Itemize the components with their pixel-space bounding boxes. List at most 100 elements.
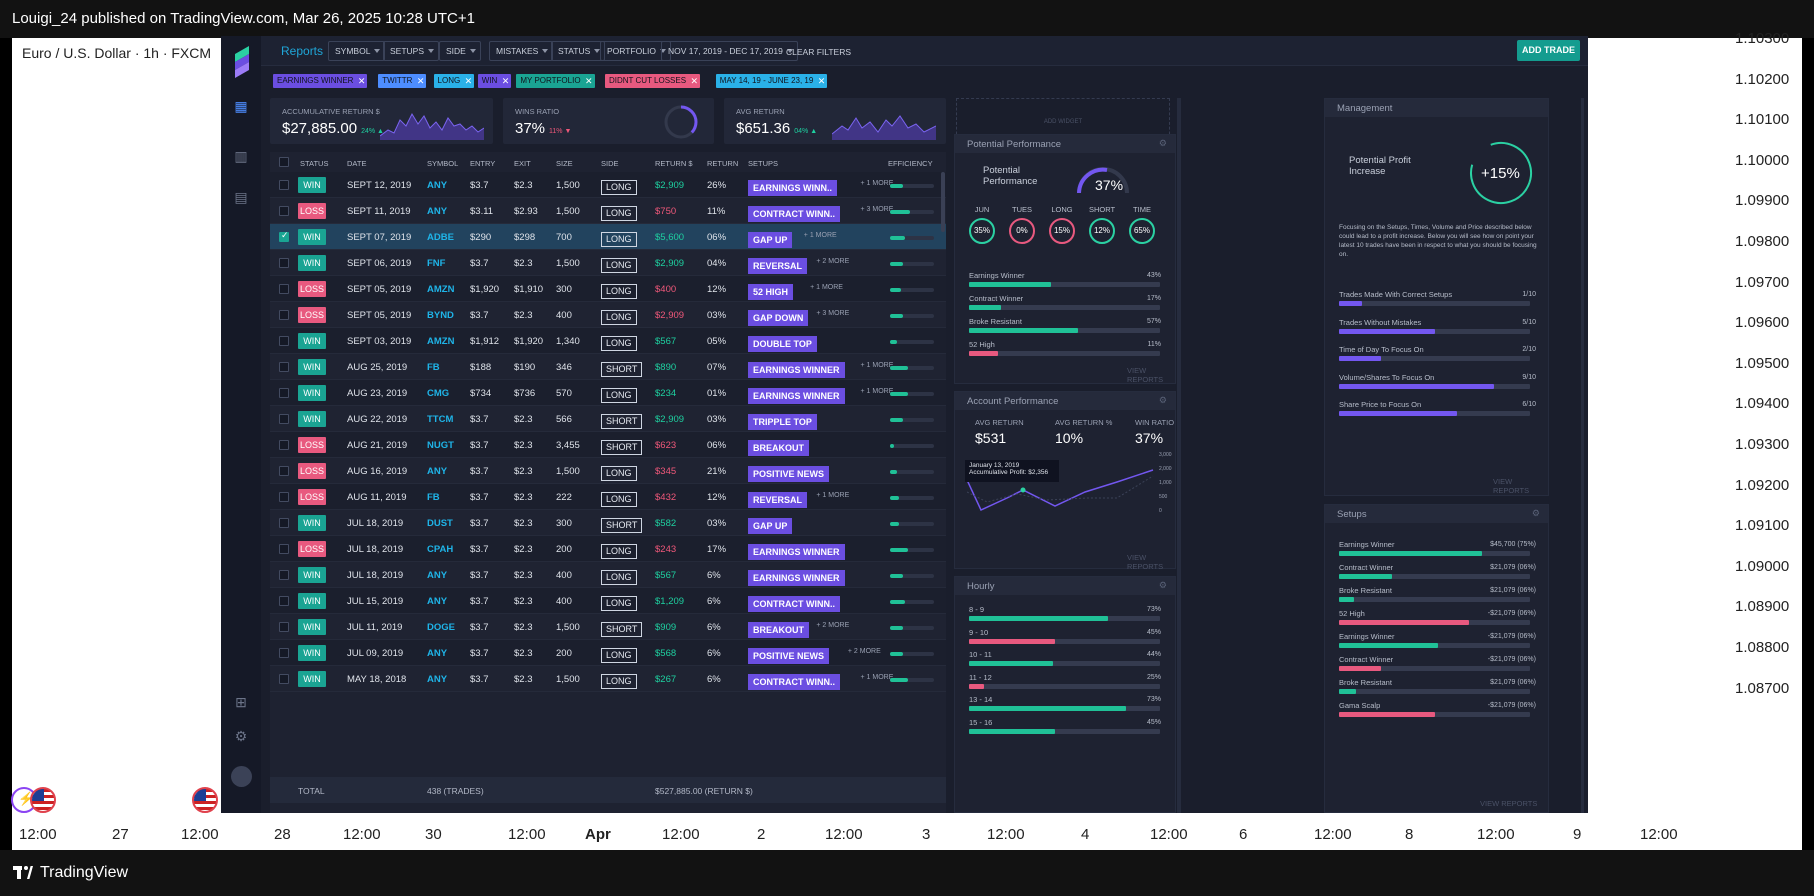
table-row[interactable]: WIN MAY 18, 2018 ANY $3.7 $2.3 1,500 $267 6% LON… [270, 666, 946, 692]
cell-symbol[interactable]: AMZN [427, 284, 455, 295]
settings-gear-icon[interactable]: ⚙ [234, 728, 248, 744]
table-row[interactable]: WIN SEPT 07, 2019 ADBE $290 $298 700 $5,600 06%… [270, 224, 946, 250]
row-checkbox[interactable] [279, 180, 289, 190]
cell-symbol[interactable]: FB [427, 492, 440, 503]
row-checkbox[interactable] [279, 440, 289, 450]
setup-tag[interactable]: REVERSAL [748, 492, 808, 508]
more-setups-link[interactable]: + 1 MORE [803, 232, 837, 239]
setup-tag[interactable]: EARNINGS WINNER [748, 388, 845, 404]
setup-tag[interactable]: DOUBLE TOP [748, 336, 817, 352]
setup-tag[interactable]: GAP UP [748, 232, 793, 248]
col-status[interactable]: STATUS [300, 159, 329, 168]
col-entry[interactable]: ENTRY [470, 159, 496, 168]
table-scrollbar[interactable] [941, 172, 945, 232]
right-scrollbar[interactable] [1581, 98, 1584, 813]
col-return[interactable]: RETURN [707, 159, 739, 168]
col-exit[interactable]: EXIT [514, 159, 531, 168]
close-icon[interactable]: ✕ [416, 76, 425, 86]
close-icon[interactable]: ✕ [501, 76, 510, 86]
filter-chip[interactable]: EARNINGS WINNER ✕ [273, 74, 368, 88]
close-icon[interactable]: ✕ [690, 76, 699, 86]
setup-tag[interactable]: POSITIVE NEWS [748, 648, 830, 664]
setup-tag[interactable]: CONTRACT WINN.. [748, 206, 840, 222]
reports-icon[interactable]: ▥ [234, 148, 248, 164]
table-row[interactable]: WIN JUL 18, 2019 DUST $3.7 $2.3 300 $582 03% SHO… [270, 510, 946, 536]
more-setups-link[interactable]: + 3 MORE [860, 206, 894, 213]
table-row[interactable]: WIN SEPT 03, 2019 AMZN $1,912 $1,920 1,340 $56… [270, 328, 946, 354]
close-icon[interactable]: ✕ [464, 76, 473, 86]
col-symbol[interactable]: SYMBOL [427, 159, 459, 168]
dashboard-icon[interactable]: ▦ [234, 98, 248, 114]
row-checkbox[interactable] [279, 362, 289, 372]
setup-tag[interactable]: EARNINGS WINN.. [748, 180, 838, 196]
close-icon[interactable]: ✕ [357, 76, 366, 86]
setup-tag[interactable]: EARNINGS WINNER [748, 362, 845, 378]
more-setups-link[interactable]: + 1 MORE [860, 388, 894, 395]
setup-tag[interactable]: BREAKOUT [748, 440, 809, 456]
cell-symbol[interactable]: ANY [427, 570, 448, 581]
clear-filters-button[interactable]: CLEAR FILTERS [786, 47, 852, 57]
col-efficiency[interactable]: EFFICIENCY [888, 159, 933, 168]
gear-icon[interactable]: ⚙ [1531, 508, 1540, 518]
add-widget-icon[interactable]: ⊞ [235, 694, 247, 710]
filter-chip[interactable]: MAY 14, 19 - JUNE 23, 19 ✕ [715, 74, 828, 88]
row-checkbox[interactable] [279, 544, 289, 554]
row-checkbox[interactable] [279, 258, 289, 268]
cell-symbol[interactable]: ANY [427, 674, 448, 685]
table-row[interactable]: LOSS AUG 21, 2019 NUGT $3.7 $2.3 3,455 $623 06%… [270, 432, 946, 458]
more-setups-link[interactable]: + 1 MORE [860, 362, 894, 369]
date-range-filter[interactable]: NOV 17, 2019 - DEC 17, 2019 [661, 41, 798, 61]
cell-symbol[interactable]: TTCM [427, 414, 454, 425]
more-setups-link[interactable]: + 1 MORE [860, 674, 894, 681]
row-checkbox[interactable] [279, 388, 289, 398]
row-checkbox[interactable] [279, 622, 289, 632]
table-row[interactable]: LOSS AUG 16, 2019 ANY $3.7 $2.3 1,500 $345 21% L… [270, 458, 946, 484]
table-row[interactable]: WIN JUL 15, 2019 ANY $3.7 $2.3 400 $1,209 6% LON… [270, 588, 946, 614]
add-trade-button[interactable]: ADD TRADE [1517, 40, 1580, 61]
table-row[interactable]: WIN AUG 22, 2019 TTCM $3.7 $2.3 566 $2,909 03% S… [270, 406, 946, 432]
view-reports-link[interactable]: VIEW REPORTS [1480, 799, 1538, 808]
setups-filter[interactable]: SETUPS [383, 41, 440, 61]
side-filter[interactable]: SIDE [439, 41, 481, 61]
col-side[interactable]: SIDE [601, 159, 619, 168]
gear-icon[interactable]: ⚙ [1158, 580, 1167, 590]
table-row[interactable]: LOSS SEPT 11, 2019 ANY $3.11 $2.93 1,500 $750 1… [270, 198, 946, 224]
more-setups-link[interactable]: + 1 MORE [816, 492, 850, 499]
cell-symbol[interactable]: ANY [427, 648, 448, 659]
cell-symbol[interactable]: ANY [427, 180, 448, 191]
more-setups-link[interactable]: + 2 MORE [816, 622, 850, 629]
setup-tag[interactable]: TRIPPLE TOP [748, 414, 817, 430]
table-row[interactable]: WIN AUG 25, 2019 FB $188 $190 346 $890 07% SHORT… [270, 354, 946, 380]
table-row[interactable]: WIN JUL 18, 2019 ANY $3.7 $2.3 400 $567 6% LONG E… [270, 562, 946, 588]
more-setups-link[interactable]: + 1 MORE [860, 180, 894, 187]
cell-symbol[interactable]: CPAH [427, 544, 454, 555]
view-reports-link[interactable]: VIEW REPORTS [1493, 477, 1530, 495]
us-flag-icon[interactable] [192, 787, 218, 813]
view-reports-link[interactable]: VIEW REPORTS [1127, 366, 1164, 384]
table-row[interactable]: LOSS SEPT 05, 2019 BYND $3.7 $2.3 400 $2,909 03… [270, 302, 946, 328]
portfolio-filter[interactable]: PORTFOLIO [600, 41, 671, 61]
mistakes-filter[interactable]: MISTAKES [489, 41, 554, 61]
table-row[interactable]: WIN AUG 23, 2019 CMG $734 $736 570 $234 01% LONG… [270, 380, 946, 406]
cell-symbol[interactable]: NUGT [427, 440, 454, 451]
setup-tag[interactable]: CONTRACT WINN.. [748, 596, 840, 612]
cell-symbol[interactable]: DOGE [427, 622, 455, 633]
cell-symbol[interactable]: BYND [427, 310, 454, 321]
cell-symbol[interactable]: CMG [427, 388, 450, 399]
col-date[interactable]: DATE [347, 159, 367, 168]
row-checkbox[interactable] [279, 336, 289, 346]
setup-tag[interactable]: GAP DOWN [748, 310, 809, 326]
row-checkbox[interactable] [279, 230, 289, 242]
row-checkbox[interactable] [279, 466, 289, 476]
table-row[interactable]: WIN JUL 11, 2019 DOGE $3.7 $2.3 1,500 $909 6% SH… [270, 614, 946, 640]
column-scrollbar[interactable] [1177, 98, 1181, 813]
table-row[interactable]: LOSS AUG 11, 2019 FB $3.7 $2.3 222 $432 12% LONG… [270, 484, 946, 510]
setup-tag[interactable]: EARNINGS WINNER [748, 544, 845, 560]
cell-symbol[interactable]: ADBE [427, 232, 454, 243]
cell-symbol[interactable]: FB [427, 362, 440, 373]
col-setups[interactable]: SETUPS [748, 159, 779, 168]
symbol-filter[interactable]: SYMBOL [328, 41, 386, 61]
setup-tag[interactable]: GAP UP [748, 518, 793, 534]
select-all-checkbox[interactable] [279, 157, 289, 167]
row-checkbox[interactable] [279, 648, 289, 658]
